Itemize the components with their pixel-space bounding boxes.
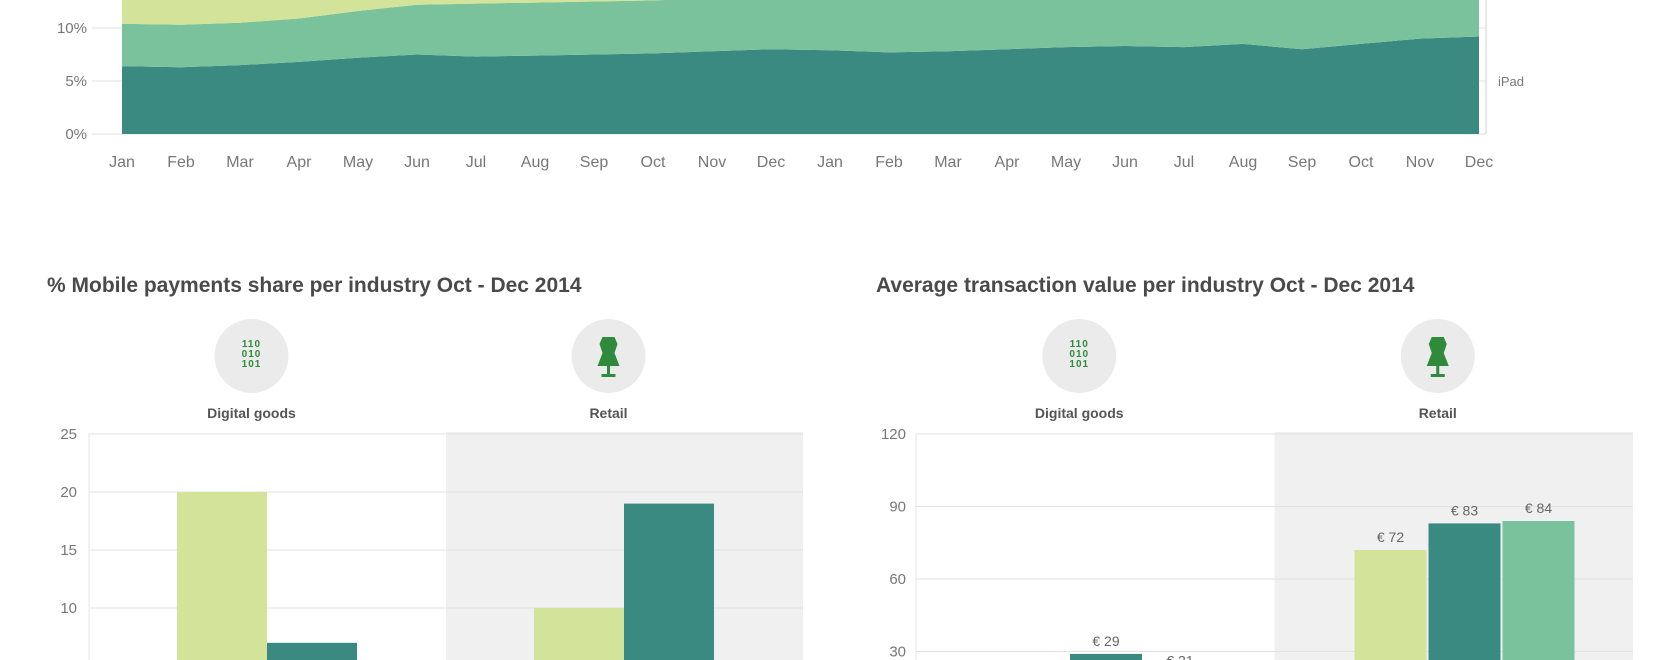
retail-mannequin-icon: [1400, 319, 1475, 393]
area-x-tick: Jul: [1174, 154, 1194, 171]
share-bar: [534, 608, 624, 660]
area-y-tick: 0%: [65, 126, 87, 143]
svg-text:110: 110: [1070, 339, 1089, 350]
area-x-tick: Apr: [287, 154, 313, 171]
area-x-tick: Jun: [1112, 154, 1138, 171]
area-series-layers: [122, 0, 1479, 134]
area-x-tick: Jan: [817, 154, 843, 171]
svg-text:101: 101: [1069, 359, 1089, 370]
atv-bar: [1070, 653, 1142, 660]
area-x-tick: Mar: [934, 154, 962, 171]
area-x-tick: Mar: [226, 154, 254, 171]
area-series-1: [122, 0, 1479, 68]
share-y-tick: 10: [60, 600, 77, 617]
share-chart-title: % Mobile payments share per industry Oct…: [47, 274, 582, 297]
area-series-label-ipad: iPad: [1498, 74, 1524, 89]
area-x-tick: May: [1051, 154, 1081, 171]
area-y-tick: 10%: [57, 20, 87, 37]
area-x-tick: Apr: [995, 154, 1021, 171]
area-x-tick: Jul: [466, 154, 486, 171]
share-y-tick: 15: [60, 542, 77, 559]
area-series-0: [122, 36, 1479, 134]
share-category-label: Digital goods: [207, 405, 296, 421]
area-x-tick: Jan: [109, 154, 135, 171]
area-x-tick: Aug: [1229, 154, 1257, 171]
area-x-tick: Jun: [404, 154, 430, 171]
svg-text:101: 101: [242, 359, 262, 370]
area-x-tick: Sep: [580, 154, 609, 171]
area-y-tick: 5%: [65, 73, 87, 90]
svg-text:010: 010: [1069, 349, 1089, 360]
atv-data-label: € 72: [1377, 529, 1404, 545]
share-y-tick: 25: [60, 426, 77, 443]
area-x-tick: Oct: [1349, 154, 1374, 171]
area-x-tick: May: [343, 154, 373, 171]
atv-bar: [1354, 550, 1427, 660]
share-bar: [624, 503, 714, 660]
atv-category-label: Retail: [1419, 405, 1457, 421]
atv-category-label: Digital goods: [1035, 405, 1124, 421]
atv-y-tick: 120: [881, 426, 906, 443]
area-x-tick: Oct: [641, 154, 666, 171]
area-x-tick: Dec: [1465, 154, 1493, 171]
share-bar: [177, 492, 267, 660]
retail-mannequin-icon: [571, 319, 646, 393]
area-x-ticks: Jan Feb Mar Apr May Jun Jul Aug Sep Oct Nov Dec Jan F…: [109, 154, 1493, 171]
share-y-tick: 20: [60, 484, 77, 501]
atv-bar: [1428, 523, 1501, 660]
share-category-label: Retail: [589, 405, 627, 421]
atv-data-label: € 84: [1525, 500, 1552, 516]
atv-y-tick: 60: [889, 571, 906, 588]
atv-y-tick: 90: [889, 499, 906, 516]
atv-y-tick: 30: [889, 644, 906, 660]
area-x-tick: Aug: [521, 154, 549, 171]
stacked-area-chart: 0% 5% 10% Jan Feb Mar Apr May Jun Jul Aug Sep Oct No…: [57, 0, 1524, 171]
area-series-2: [122, 0, 665, 25]
atv-data-label: € 83: [1451, 502, 1478, 518]
area-x-tick: Feb: [875, 154, 903, 171]
share-bar: [267, 642, 357, 660]
atv-data-label: € 21: [1166, 652, 1193, 660]
area-y-ticks: 0% 5% 10%: [57, 20, 87, 143]
atv-bar: [1502, 521, 1575, 660]
area-x-tick: Feb: [167, 154, 195, 171]
svg-text:110: 110: [242, 339, 261, 350]
area-x-tick: Sep: [1288, 154, 1317, 171]
atv-chart-title: Average transaction value per industry O…: [876, 274, 1415, 297]
area-x-tick: Dec: [757, 154, 785, 171]
svg-text:010: 010: [242, 349, 262, 360]
area-series-labels: iPad: [1498, 74, 1524, 89]
area-x-tick: Nov: [1406, 154, 1434, 171]
atv-data-label: € 29: [1092, 633, 1119, 649]
area-x-tick: Nov: [698, 154, 726, 171]
